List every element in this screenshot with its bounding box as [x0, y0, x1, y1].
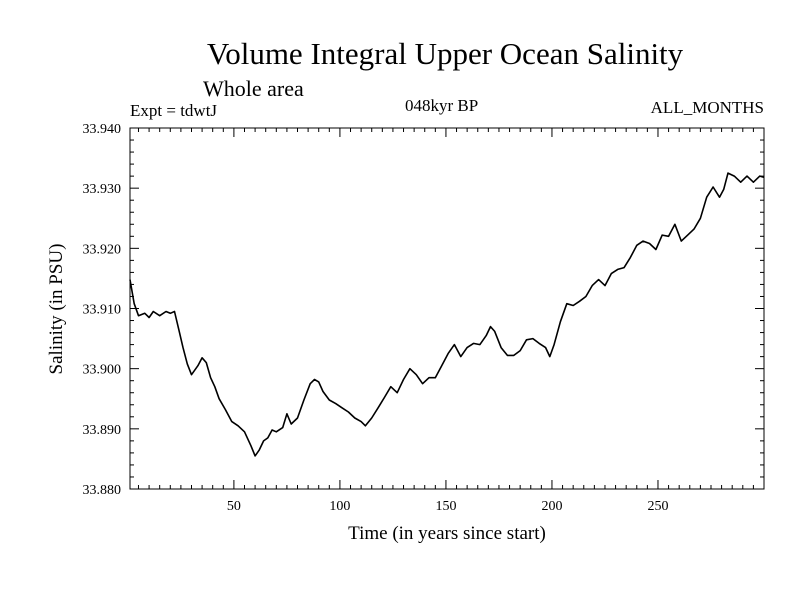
- y-tick-label: 33.910: [83, 303, 122, 318]
- x-axis-label: Time (in years since start): [348, 523, 546, 544]
- months-label: ALL_MONTHS: [650, 98, 764, 117]
- tick-marks: [130, 128, 764, 489]
- x-tick-label: 200: [541, 499, 562, 514]
- x-tick-label: 50: [227, 499, 241, 514]
- experiment-label: Expt = tdwtJ: [130, 101, 218, 120]
- chart-subtitle: Whole area: [203, 76, 304, 101]
- x-tick-label: 150: [435, 499, 456, 514]
- y-tick-label: 33.880: [83, 483, 122, 498]
- x-tick-label: 100: [329, 499, 350, 514]
- y-tick-label: 33.920: [83, 242, 122, 257]
- y-tick-label: 33.890: [83, 423, 122, 438]
- chart-title: Volume Integral Upper Ocean Salinity: [206, 36, 684, 71]
- period-label: 048kyr BP: [405, 96, 479, 115]
- y-tick-label: 33.900: [83, 363, 122, 378]
- tick-labels: 50 100 150 200 250 33.880 33.890 33.900 33.910 33…: [83, 122, 669, 514]
- y-tick-label: 33.940: [83, 122, 122, 137]
- plot-frame: [129, 127, 765, 490]
- series-line-salinity: [129, 172, 765, 457]
- x-tick-label: 250: [647, 499, 668, 514]
- y-axis-label: Salinity (in PSU): [46, 244, 67, 375]
- y-tick-label: 33.930: [83, 182, 122, 197]
